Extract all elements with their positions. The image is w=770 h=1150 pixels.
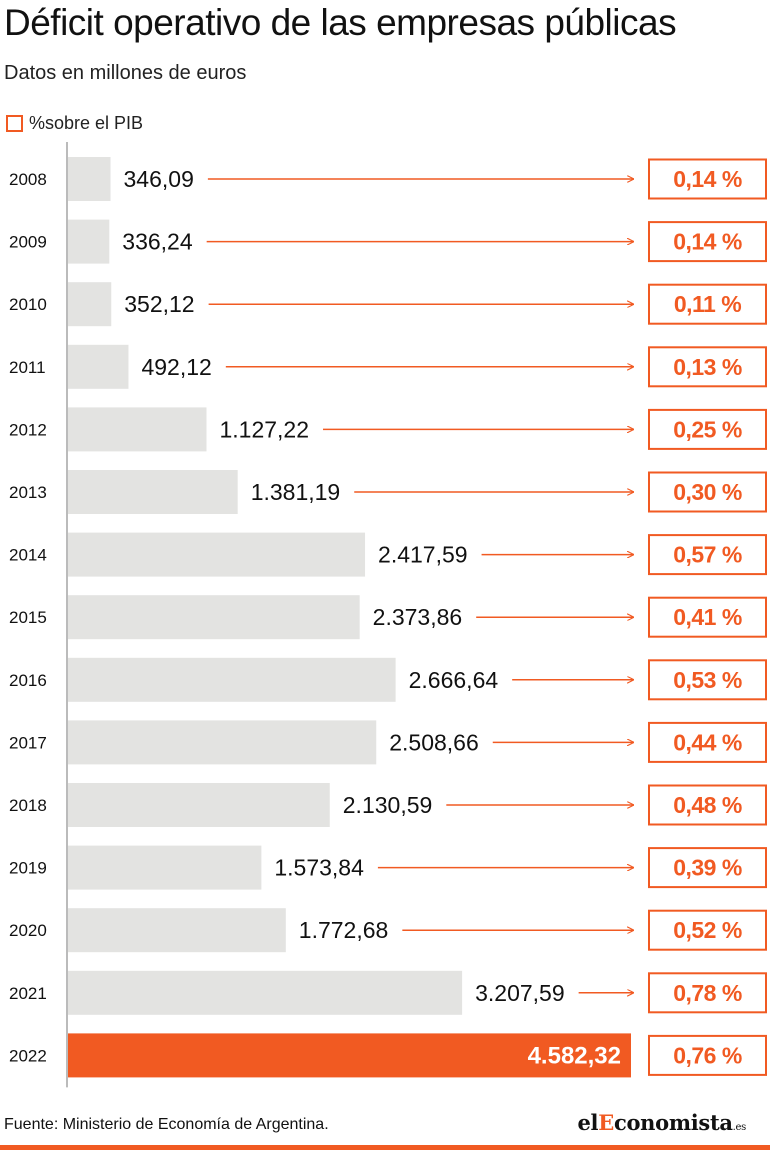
year-label-2012: 2012 <box>9 420 47 439</box>
pct-box-2010 <box>648 283 767 325</box>
bar-2011 <box>68 344 129 389</box>
value-label-2011: 492,12 <box>141 354 211 380</box>
pct-label-2008: 0,14 % <box>673 166 742 192</box>
bar-2015 <box>68 595 360 640</box>
pct-box-2014 <box>648 534 767 576</box>
pct-label-2011: 0,13 % <box>673 354 742 380</box>
value-label-2019: 1.573,84 <box>274 855 364 881</box>
pct-box-2022 <box>648 1034 767 1076</box>
bar-chart: 2008 346,09 0,14 % 2009 336,24 0,14 % 2010 352,… <box>9 142 767 1088</box>
pct-box-2021 <box>648 972 767 1014</box>
year-label-2014: 2014 <box>9 546 47 565</box>
value-label-2021: 3.207,59 <box>475 980 565 1006</box>
pct-label-2019: 0,39 % <box>673 855 742 881</box>
pct-label-2018: 0,48 % <box>673 792 742 818</box>
year-label-2019: 2019 <box>9 859 47 878</box>
bar-2010 <box>68 282 112 327</box>
year-label-2022: 2022 <box>9 1046 47 1065</box>
bar-2016 <box>68 657 396 702</box>
pct-box-2013 <box>648 471 767 513</box>
bar-2022 <box>68 1033 631 1078</box>
year-label-2016: 2016 <box>9 671 47 690</box>
year-label-2020: 2020 <box>9 921 47 940</box>
year-label-2021: 2021 <box>9 984 47 1003</box>
bar-2012 <box>68 407 207 452</box>
pct-box-2012 <box>648 408 767 450</box>
pct-box-2008 <box>648 158 767 200</box>
pct-label-2016: 0,53 % <box>673 667 742 693</box>
value-label-2020: 1.772,68 <box>299 917 389 943</box>
pct-label-2012: 0,25 % <box>673 416 742 442</box>
year-label-2013: 2013 <box>9 483 47 502</box>
brand-suffix: conomista <box>613 1110 733 1135</box>
value-label-2018: 2.130,59 <box>343 792 433 818</box>
year-label-2010: 2010 <box>9 295 47 314</box>
pct-label-2014: 0,57 % <box>673 542 742 568</box>
bar-2014 <box>68 532 366 577</box>
brand-logo: elEconomista.es <box>577 1110 746 1135</box>
pct-label-2010: 0,11 % <box>674 291 741 317</box>
bar-2021 <box>68 970 463 1015</box>
pct-box-2015 <box>648 596 767 638</box>
bar-2017 <box>68 720 377 765</box>
value-label-2009: 336,24 <box>122 229 193 255</box>
pct-box-2018 <box>648 784 767 826</box>
legend-swatch <box>6 114 23 132</box>
value-label-2014: 2.417,59 <box>378 542 468 568</box>
value-label-2010: 352,12 <box>124 291 194 317</box>
value-label-2022: 4.582,32 <box>528 1042 621 1069</box>
pct-label-2022: 0,76 % <box>673 1042 742 1068</box>
pct-box-2011 <box>648 346 767 388</box>
pct-box-2020 <box>648 909 767 951</box>
year-label-2015: 2015 <box>9 608 47 627</box>
value-label-2016: 2.666,64 <box>409 667 499 693</box>
bar-2019 <box>68 845 262 890</box>
pct-label-2015: 0,41 % <box>673 604 742 630</box>
value-label-2015: 2.373,86 <box>373 604 463 630</box>
chart-subtitle: Datos en millones de euros <box>4 62 247 84</box>
pct-box-2016 <box>648 659 767 701</box>
bar-2009 <box>68 219 110 264</box>
bar-2020 <box>68 908 286 953</box>
pct-box-2009 <box>648 221 767 263</box>
brand-prefix: el <box>577 1110 599 1135</box>
legend: %sobre el PIB <box>6 111 143 135</box>
year-label-2017: 2017 <box>9 733 47 752</box>
pct-label-2009: 0,14 % <box>673 229 742 255</box>
value-label-2013: 1.381,19 <box>251 479 341 505</box>
pct-label-2013: 0,30 % <box>673 479 742 505</box>
brand-tld: .es <box>732 1122 747 1133</box>
value-label-2008: 346,09 <box>124 166 194 192</box>
pct-box-2019 <box>648 847 767 889</box>
value-label-2012: 1.127,22 <box>219 416 309 442</box>
bottom-rule <box>0 1145 770 1150</box>
pct-label-2021: 0,78 % <box>673 980 742 1006</box>
bar-2018 <box>68 783 330 827</box>
legend-label: %sobre el PIB <box>29 112 144 133</box>
year-label-2009: 2009 <box>9 233 47 252</box>
chart-title: Déficit operativo de las empresas públic… <box>4 2 677 43</box>
brand-highlight: E <box>598 1110 614 1135</box>
bar-2013 <box>68 470 238 514</box>
year-label-2018: 2018 <box>9 796 47 815</box>
pct-label-2020: 0,52 % <box>673 917 742 943</box>
pct-label-2017: 0,44 % <box>673 729 742 755</box>
bar-2008 <box>68 157 111 201</box>
source-note: Fuente: Ministerio de Economía de Argent… <box>4 1116 329 1133</box>
year-label-2011: 2011 <box>9 358 46 377</box>
year-label-2008: 2008 <box>9 170 47 189</box>
pct-box-2017 <box>648 721 767 763</box>
value-label-2017: 2.508,66 <box>389 729 479 755</box>
